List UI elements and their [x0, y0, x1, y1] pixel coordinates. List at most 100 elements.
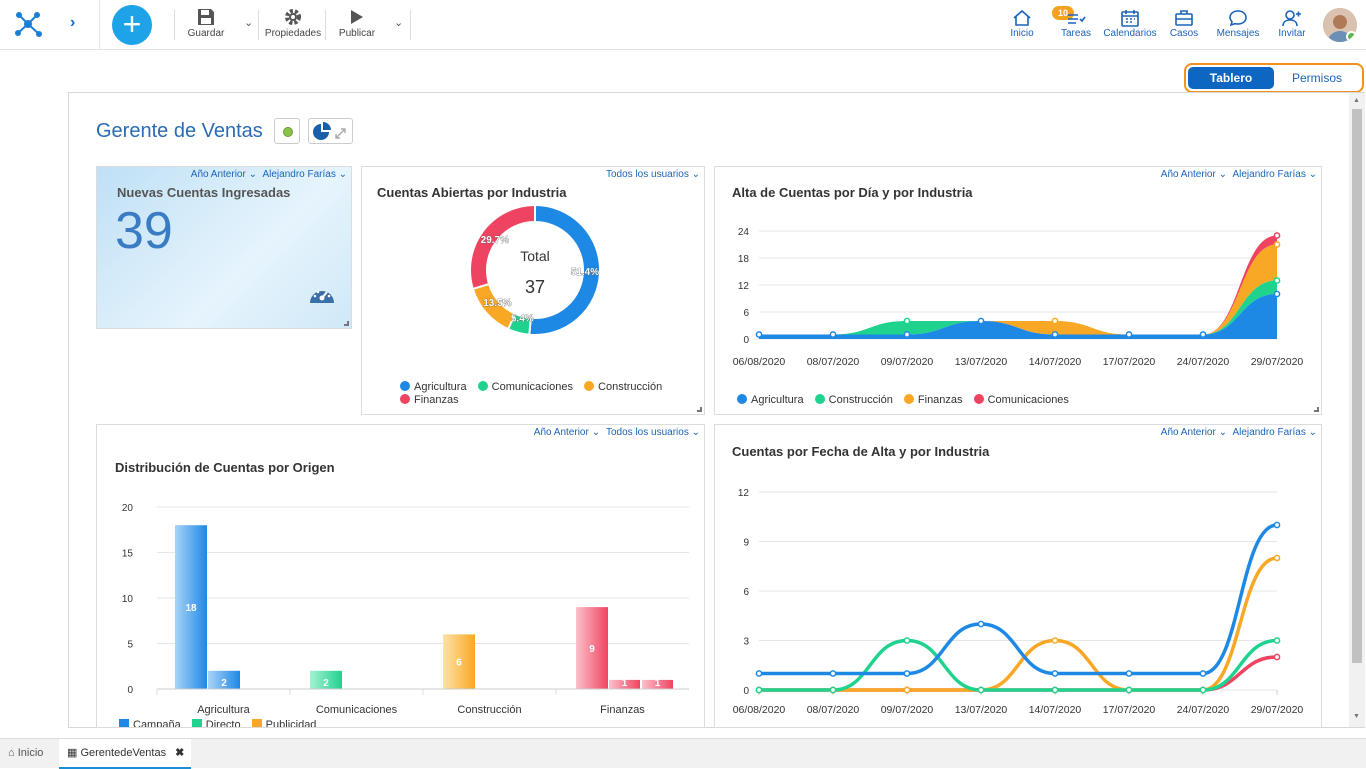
add-button[interactable]: +	[112, 5, 152, 45]
nav-calendarios[interactable]: Calendarios	[1102, 8, 1158, 39]
bar-widget[interactable]: Año Anterior ⌄ Todos los usuarios ⌄ Dist…	[96, 424, 705, 728]
save-dropdown-chevron-icon[interactable]: ⌄	[244, 17, 254, 29]
publish-dropdown-chevron-icon[interactable]: ⌄	[394, 17, 404, 29]
x-tick-label: 06/08/2020	[733, 356, 786, 368]
app-logo[interactable]: ›	[0, 0, 100, 50]
x-tick-label: 24/07/2020	[1177, 356, 1230, 368]
tablero-tab[interactable]: Tablero	[1188, 67, 1274, 89]
area-point	[903, 317, 911, 325]
status-dot-icon	[283, 127, 293, 137]
legend-item[interactable]: Finanzas	[903, 394, 963, 406]
y-tick-label: 0	[127, 685, 133, 696]
permisos-tab[interactable]: Permisos	[1291, 71, 1342, 85]
tasks-icon	[1068, 14, 1086, 24]
publish-label: Publicar	[338, 28, 376, 39]
legend-item[interactable]: Construcción	[584, 381, 662, 394]
divider	[174, 10, 175, 40]
x-tick-label: Agricultura	[197, 704, 250, 716]
briefcase-icon	[1175, 10, 1193, 26]
bar-filter-user[interactable]: Todos los usuarios ⌄	[606, 427, 700, 438]
tab-inicio[interactable]: ⌂ Inicio	[8, 747, 44, 759]
legend-item[interactable]: Agricultura	[737, 394, 804, 406]
properties-label: Propiedades	[264, 28, 322, 39]
donut-slice-label: 13.5%	[483, 298, 511, 309]
kpi-filter-year[interactable]: Año Anterior ⌄	[190, 169, 257, 180]
invite-user-icon	[1282, 10, 1301, 27]
y-tick-label: 5	[127, 640, 133, 651]
resize-handle[interactable]	[1314, 407, 1319, 412]
legend-item[interactable]: Campaña	[119, 719, 181, 727]
tab-gerente-de-ventas[interactable]: ▦ GerentedeVentas ✖	[59, 739, 191, 769]
area-filter-year[interactable]: Año Anterior ⌄	[1160, 169, 1227, 180]
save-button[interactable]: Guardar	[182, 6, 230, 39]
x-tick-label: 29/07/2020	[1251, 704, 1304, 716]
bar	[208, 670, 240, 689]
legend-item[interactable]: Comunicaciones	[973, 394, 1069, 406]
kpi-title: Nuevas Cuentas Ingresadas	[117, 185, 291, 200]
nav-inicio[interactable]: Inicio	[1006, 8, 1038, 39]
kpi-widget[interactable]: Año Anterior ⌄ Alejandro Farías ⌄ Nuevas…	[96, 166, 352, 329]
line-point	[1273, 637, 1281, 644]
dashboard-title: Gerente de Ventas	[96, 120, 263, 142]
user-avatar[interactable]	[1323, 8, 1357, 42]
nav-inicio-label: Inicio	[1010, 28, 1034, 39]
area-point	[755, 331, 763, 338]
line-filter-year[interactable]: Año Anterior ⌄	[1160, 427, 1227, 438]
pie-chart-icon	[313, 122, 346, 140]
area-filter-user[interactable]: Alejandro Farías ⌄	[1232, 169, 1317, 180]
scrollbar-thumb[interactable]	[1352, 109, 1362, 663]
resize-handle[interactable]	[697, 407, 702, 412]
bar	[609, 679, 640, 689]
bottom-tab-bar: ⌂ Inicio ▦ GerentedeVentas ✖	[0, 738, 1366, 769]
bar-filter-year[interactable]: Año Anterior ⌄	[533, 427, 600, 438]
nav-mensajes[interactable]: Mensajes	[1214, 8, 1262, 39]
legend-item[interactable]: Finanzas	[400, 394, 459, 407]
bar-title: Distribución de Cuentas por Origen	[115, 460, 335, 475]
legend-item[interactable]: Publicidad	[251, 719, 316, 727]
x-tick-label: 06/08/2020	[733, 704, 786, 716]
y-tick-label: 18	[738, 254, 750, 265]
donut-slice-label: 51.4%	[571, 267, 599, 278]
nav-invitar-label: Invitar	[1278, 28, 1306, 39]
properties-button[interactable]: Propiedades	[264, 6, 322, 39]
vertical-scrollbar[interactable]: ▲ ▼	[1349, 93, 1365, 727]
close-tab-icon[interactable]: ✖	[175, 747, 185, 759]
line-series	[758, 556, 1278, 692]
x-tick-label: 17/07/2020	[1103, 356, 1156, 368]
donut-center-value: 37	[525, 277, 545, 297]
nav-tareas-label: Tareas	[1060, 28, 1091, 39]
donut-filter-user[interactable]: Todos los usuarios ⌄	[606, 169, 700, 180]
line-point	[829, 670, 837, 677]
status-button[interactable]	[274, 118, 300, 144]
donut-slice-label: 5.4%	[511, 313, 534, 324]
nav-tareas[interactable]: Tareas	[1058, 8, 1094, 39]
chart-options-button[interactable]	[308, 118, 353, 144]
publish-button[interactable]: Publicar	[334, 6, 380, 39]
line-widget[interactable]: Año Anterior ⌄ Alejandro Farías ⌄ Cuenta…	[714, 424, 1322, 728]
save-icon	[198, 9, 214, 25]
kpi-filter-user[interactable]: Alejandro Farías ⌄	[262, 169, 347, 180]
y-tick-label: 3	[743, 637, 749, 648]
donut-widget[interactable]: Todos los usuarios ⌄ Cuentas Abiertas po…	[361, 166, 705, 415]
legend-item[interactable]: Agricultura	[400, 381, 467, 394]
nav-invitar[interactable]: Invitar	[1276, 8, 1308, 39]
gear-icon	[285, 9, 301, 25]
x-tick-label: Finanzas	[600, 704, 645, 716]
divider	[410, 10, 411, 40]
bar-value-label: 6	[456, 658, 462, 669]
nav-casos[interactable]: Casos	[1168, 8, 1200, 39]
expand-chevron-icon[interactable]: ›	[70, 14, 76, 31]
legend-item[interactable]: Construcción	[814, 394, 893, 406]
resize-handle[interactable]	[344, 321, 349, 326]
scroll-down-arrow-icon[interactable]: ▼	[1353, 713, 1360, 720]
y-tick-label: 0	[743, 686, 749, 697]
line-point	[1273, 554, 1281, 562]
line-filter-user[interactable]: Alejandro Farías ⌄	[1232, 427, 1317, 438]
scroll-up-arrow-icon[interactable]: ▲	[1353, 97, 1360, 104]
legend-item[interactable]: Comunicaciones	[477, 381, 573, 394]
area-title: Alta de Cuentas por Día y por Industria	[732, 185, 973, 200]
legend-item[interactable]: Directo	[191, 719, 241, 727]
area-point	[1273, 277, 1281, 284]
x-tick-label: 13/07/2020	[955, 704, 1008, 716]
area-widget[interactable]: Año Anterior ⌄ Alejandro Farías ⌄ Alta d…	[714, 166, 1322, 415]
